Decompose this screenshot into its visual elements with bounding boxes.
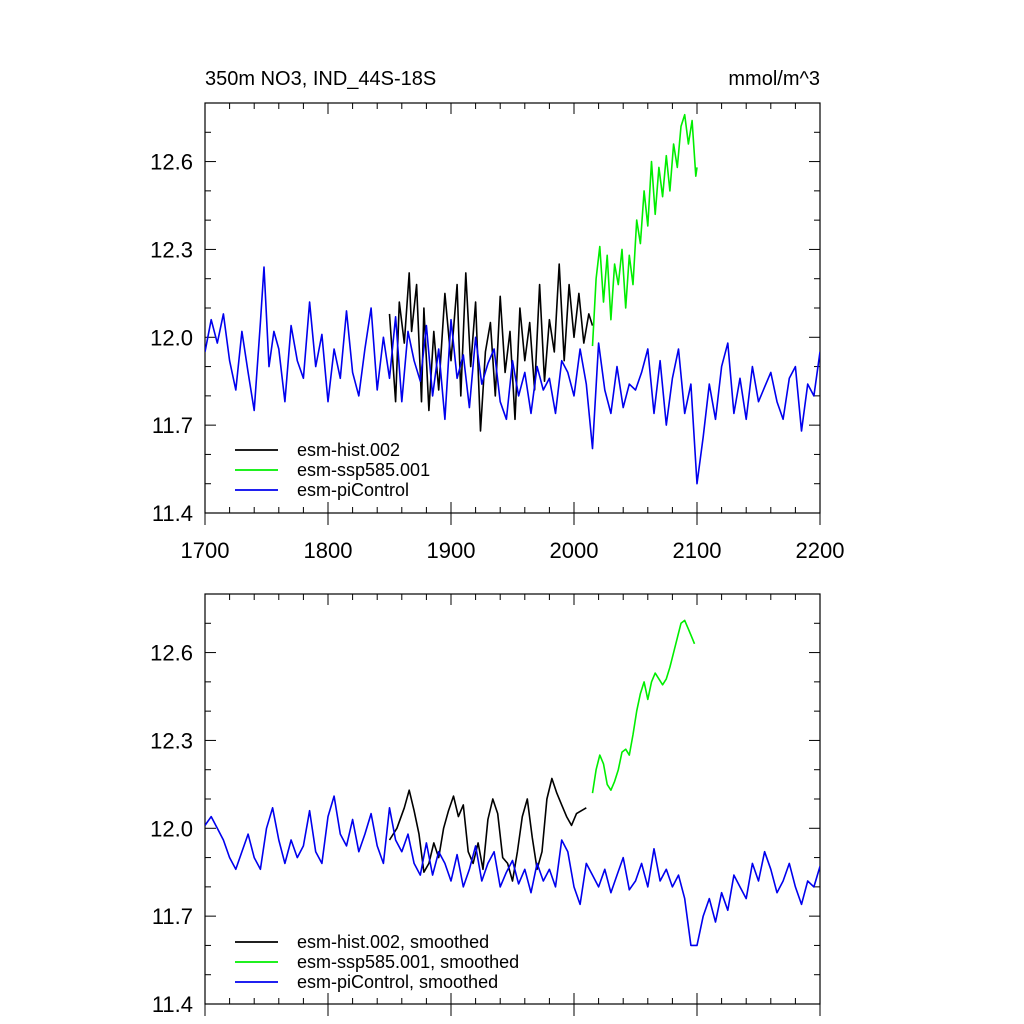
legend-label: esm-hist.002	[297, 440, 400, 460]
chart-title: 350m NO3, IND_44S-18S	[205, 68, 436, 90]
y-tick-label: 12.6	[150, 150, 193, 175]
x-tick-label: 2000	[550, 538, 599, 563]
y-tick-label: 12.0	[150, 325, 193, 350]
y-tick-label: 12.0	[150, 816, 193, 841]
raw-panel: 11.4 11.7 12.0 12.3 12.6 1700 1800 1900 2000 2100…	[150, 102, 845, 563]
y-tick-label: 12.6	[150, 641, 193, 666]
legend-label: esm-ssp585.001, smoothed	[297, 952, 519, 972]
axis-ticks	[204, 593, 821, 1016]
x-tick-label: 2100	[673, 538, 722, 563]
legend-label: esm-ssp585.001	[297, 460, 430, 480]
x-tick-label: 1700	[181, 538, 230, 563]
legend-label: esm-piControl, smoothed	[297, 972, 498, 992]
y-tick-label: 11.4	[152, 501, 193, 526]
y-tick-label: 12.3	[150, 728, 193, 753]
series-lines	[205, 619, 820, 947]
series-line-esm-hist-002-smoothed	[388, 777, 587, 882]
series-line-esm-picontrol-smoothed	[205, 795, 820, 947]
y-tick-label: 12.3	[150, 237, 193, 262]
y-tick-label: 11.7	[152, 904, 193, 929]
legend-label: esm-piControl	[297, 480, 409, 500]
x-tick-label: 1900	[427, 538, 476, 563]
units-label: mmol/m^3	[728, 68, 820, 90]
legend-label: esm-hist.002, smoothed	[297, 932, 489, 952]
x-tick-label: 1800	[304, 538, 353, 563]
series-line-esm-hist-002	[388, 263, 594, 432]
series-line-esm-ssp585-001-smoothed	[591, 619, 696, 794]
series-lines	[205, 113, 820, 485]
axis-ticks	[204, 102, 821, 525]
x-tick-label: 2200	[796, 538, 845, 563]
smoothed-panel: 11.4 11.7 12.0 12.3 12.6 esm-hist.002, smooth…	[150, 593, 821, 1017]
y-tick-label: 11.4	[152, 992, 193, 1017]
series-line-esm-ssp585-001	[591, 113, 698, 347]
y-tick-label: 11.7	[152, 413, 193, 438]
series-line-esm-picontrol	[205, 266, 820, 485]
